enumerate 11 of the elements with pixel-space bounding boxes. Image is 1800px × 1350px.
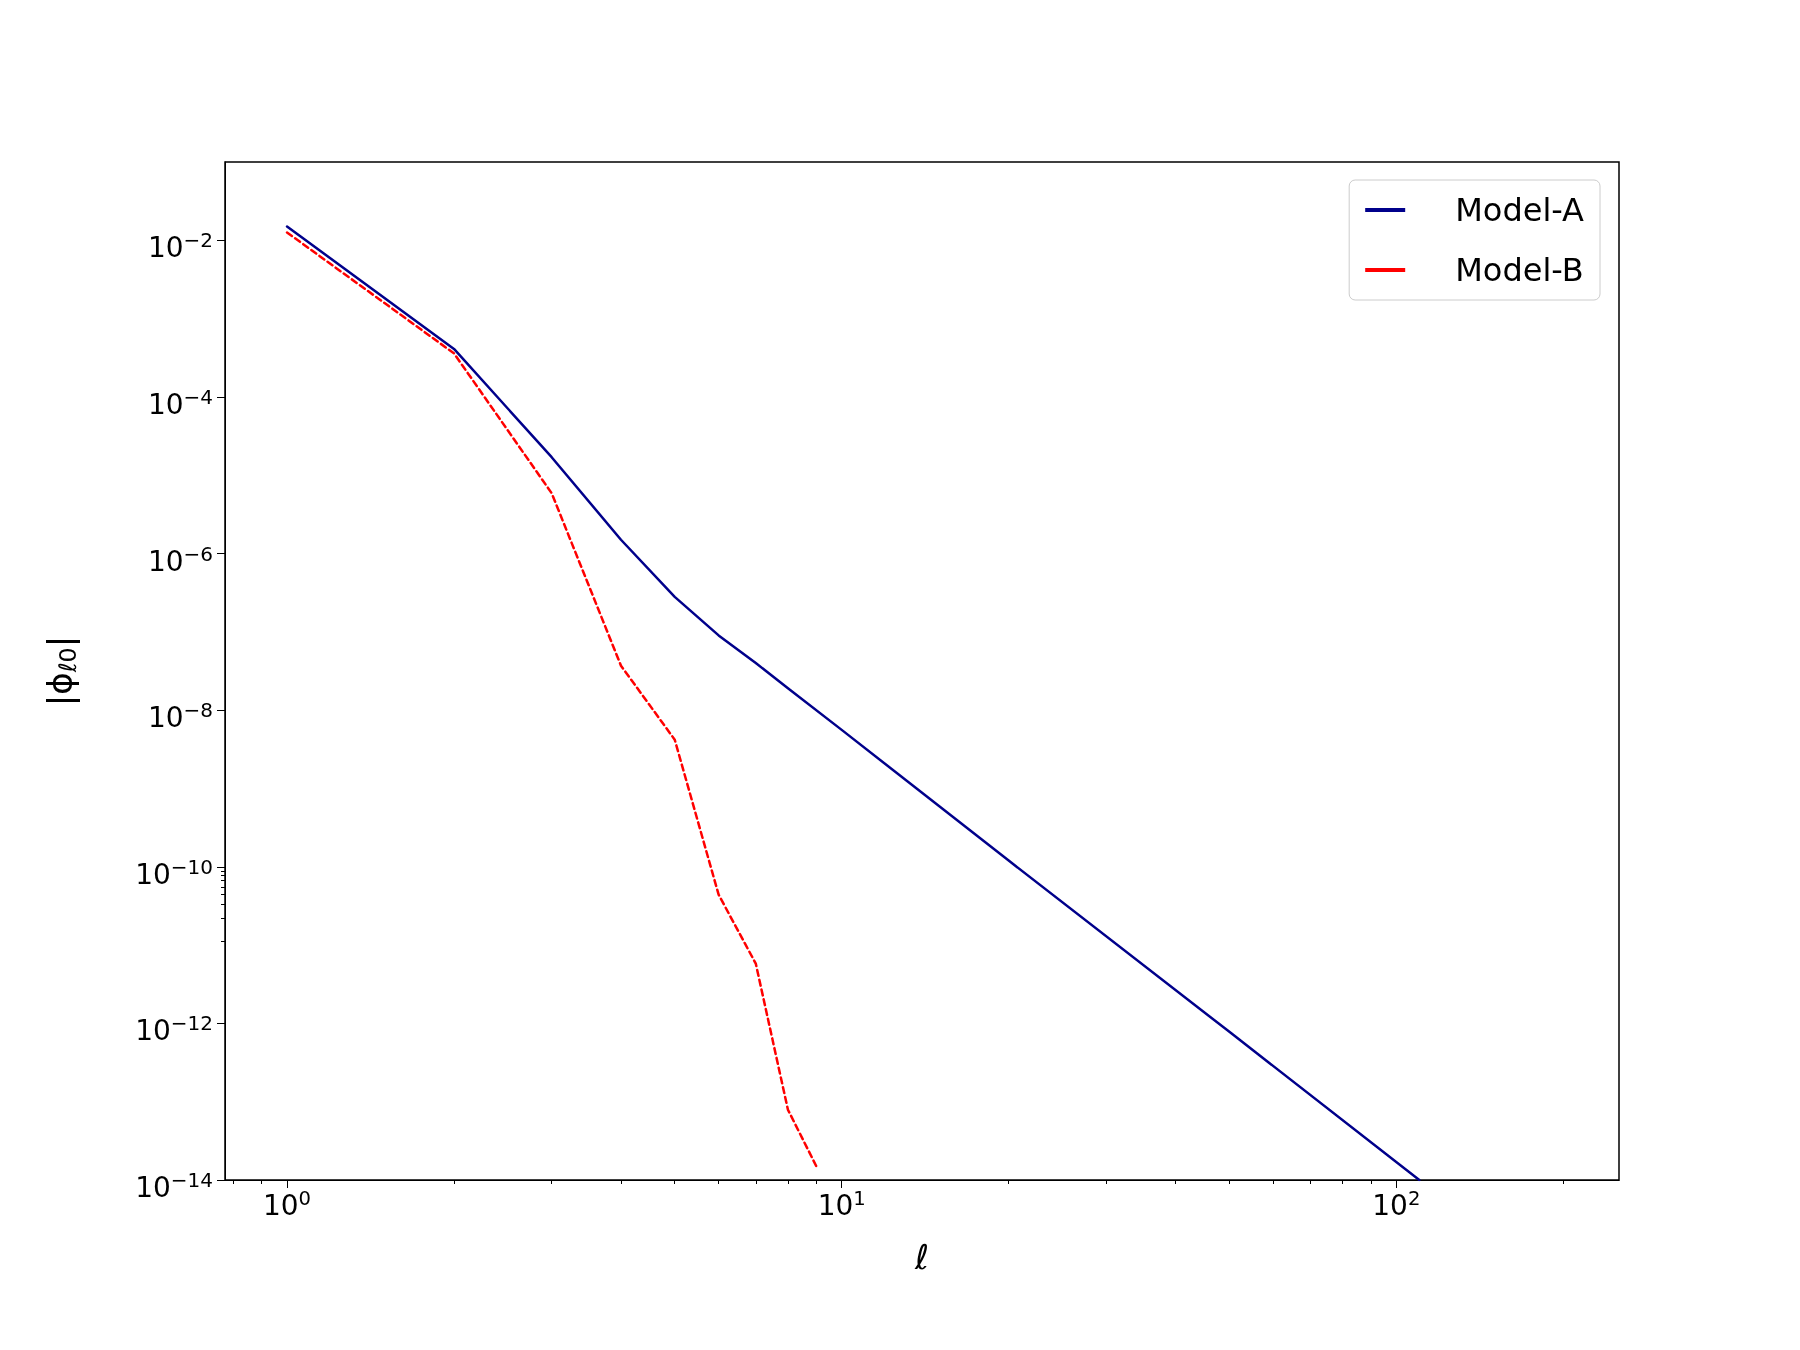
legend-label: Model-B (1455, 251, 1584, 289)
y-tick-label: 10$^{−8}$ (147, 697, 213, 737)
y-tick-label: 10$^{−4}$ (147, 383, 213, 424)
x-axis-title: ℓ (913, 1237, 930, 1277)
y-tick-label: 10$^{−6}$ (147, 540, 213, 580)
y-axis-title: |ϕℓ0| (40, 635, 82, 707)
y-tick-label: 10$^{−12}$ (135, 1010, 213, 1050)
y-tick-label: 10$^{−10}$ (135, 853, 213, 894)
y-tick-label: 10$^{−14}$ (135, 1167, 213, 1207)
y-tick-label: 10$^{−2}$ (147, 227, 213, 267)
legend-label: Model-A (1455, 191, 1585, 229)
